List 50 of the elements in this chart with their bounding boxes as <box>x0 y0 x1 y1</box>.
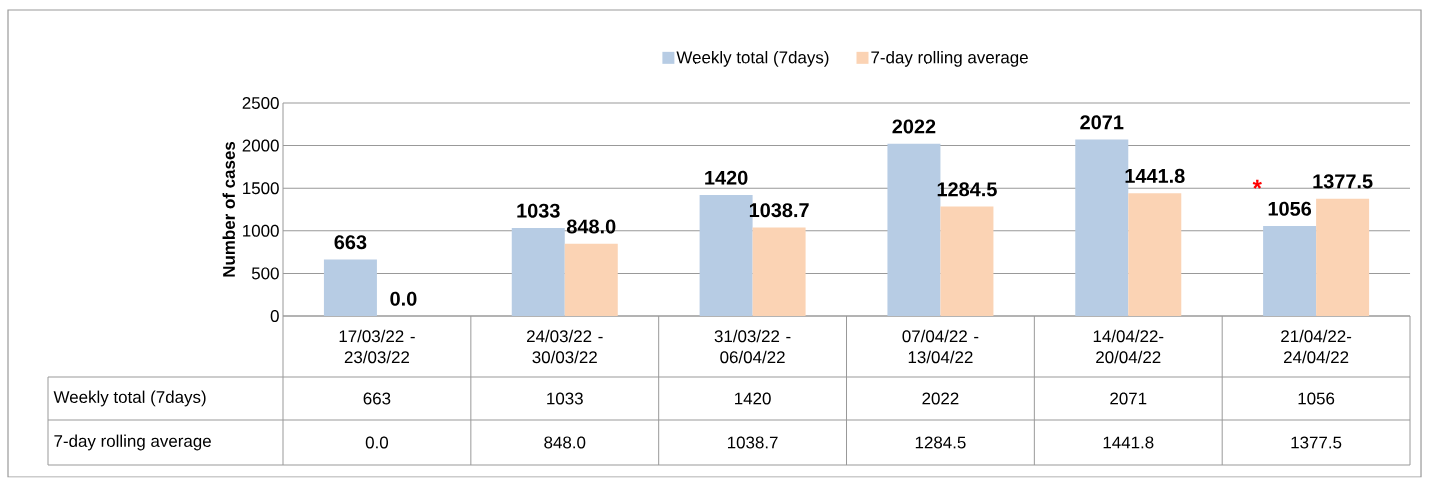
text: 1377.5 <box>1313 174 1373 189</box>
bar <box>1263 226 1317 317</box>
text: 1284.5 <box>937 182 997 197</box>
text: 1441.8 <box>1125 169 1185 184</box>
y-tick-label: 1000 <box>243 224 279 237</box>
data-label: 1038.7 <box>727 436 778 449</box>
x-tick-label: 07/04/22 - 13/04/22 <box>902 330 979 364</box>
data-label: 2022 <box>922 392 959 405</box>
legend-label: Weekly total (7days) <box>676 51 829 67</box>
y-tick-label: 2000 <box>242 139 279 152</box>
text: 7-day rolling average <box>54 434 211 451</box>
x-tick-label: 14/04/22-20/04/22 <box>1093 330 1164 364</box>
bar <box>564 243 618 317</box>
annotation: * <box>1252 179 1262 189</box>
x-tick-label: 17/03/22 - 23/03/22 <box>339 330 415 364</box>
legend-label: 7-day rolling average <box>871 51 1028 67</box>
text: 663 <box>334 235 367 250</box>
bar <box>1316 198 1370 317</box>
text: 848.0 <box>566 219 616 234</box>
data-label: 1441.8 <box>1103 436 1154 449</box>
data-label: 1033 <box>547 392 583 405</box>
x-tick-label: 21/04/22-24/04/22 <box>1281 330 1352 364</box>
data-label: 848.0 <box>544 436 586 449</box>
bar <box>1128 193 1182 317</box>
data-label: 1377.5 <box>1291 436 1342 449</box>
x-tick-label: 31/03/22 - 06/04/22 <box>714 330 791 364</box>
y-axis-title: Number of cases <box>222 142 235 277</box>
bar <box>323 259 377 317</box>
text: 1420 <box>705 170 748 185</box>
text: 0.0 <box>390 291 417 306</box>
y-tick-label: 0 <box>270 310 279 323</box>
data-label: 2071 <box>1110 392 1147 405</box>
bar <box>940 206 994 317</box>
x-tick-label: 24/03/22 - 30/03/22 <box>527 330 603 364</box>
data-label: 1284.5 <box>915 436 966 449</box>
data-label: 1056 <box>1298 392 1335 405</box>
text: 2071 <box>1080 115 1124 130</box>
text: 1056 <box>1268 201 1312 217</box>
y-tick-label: 2500 <box>242 97 279 110</box>
text: 2022 <box>892 119 936 134</box>
data-label: 663 <box>363 392 391 405</box>
text: 1033 <box>517 203 560 218</box>
text: Weekly total (7days) <box>53 390 206 407</box>
bar <box>752 227 806 317</box>
data-label: 1420 <box>735 392 771 405</box>
y-tick-label: 500 <box>251 267 279 280</box>
data-label: 0.0 <box>365 436 389 449</box>
text: 1038.7 <box>749 203 809 218</box>
y-tick-label: 1500 <box>243 182 279 195</box>
bar <box>511 228 565 317</box>
